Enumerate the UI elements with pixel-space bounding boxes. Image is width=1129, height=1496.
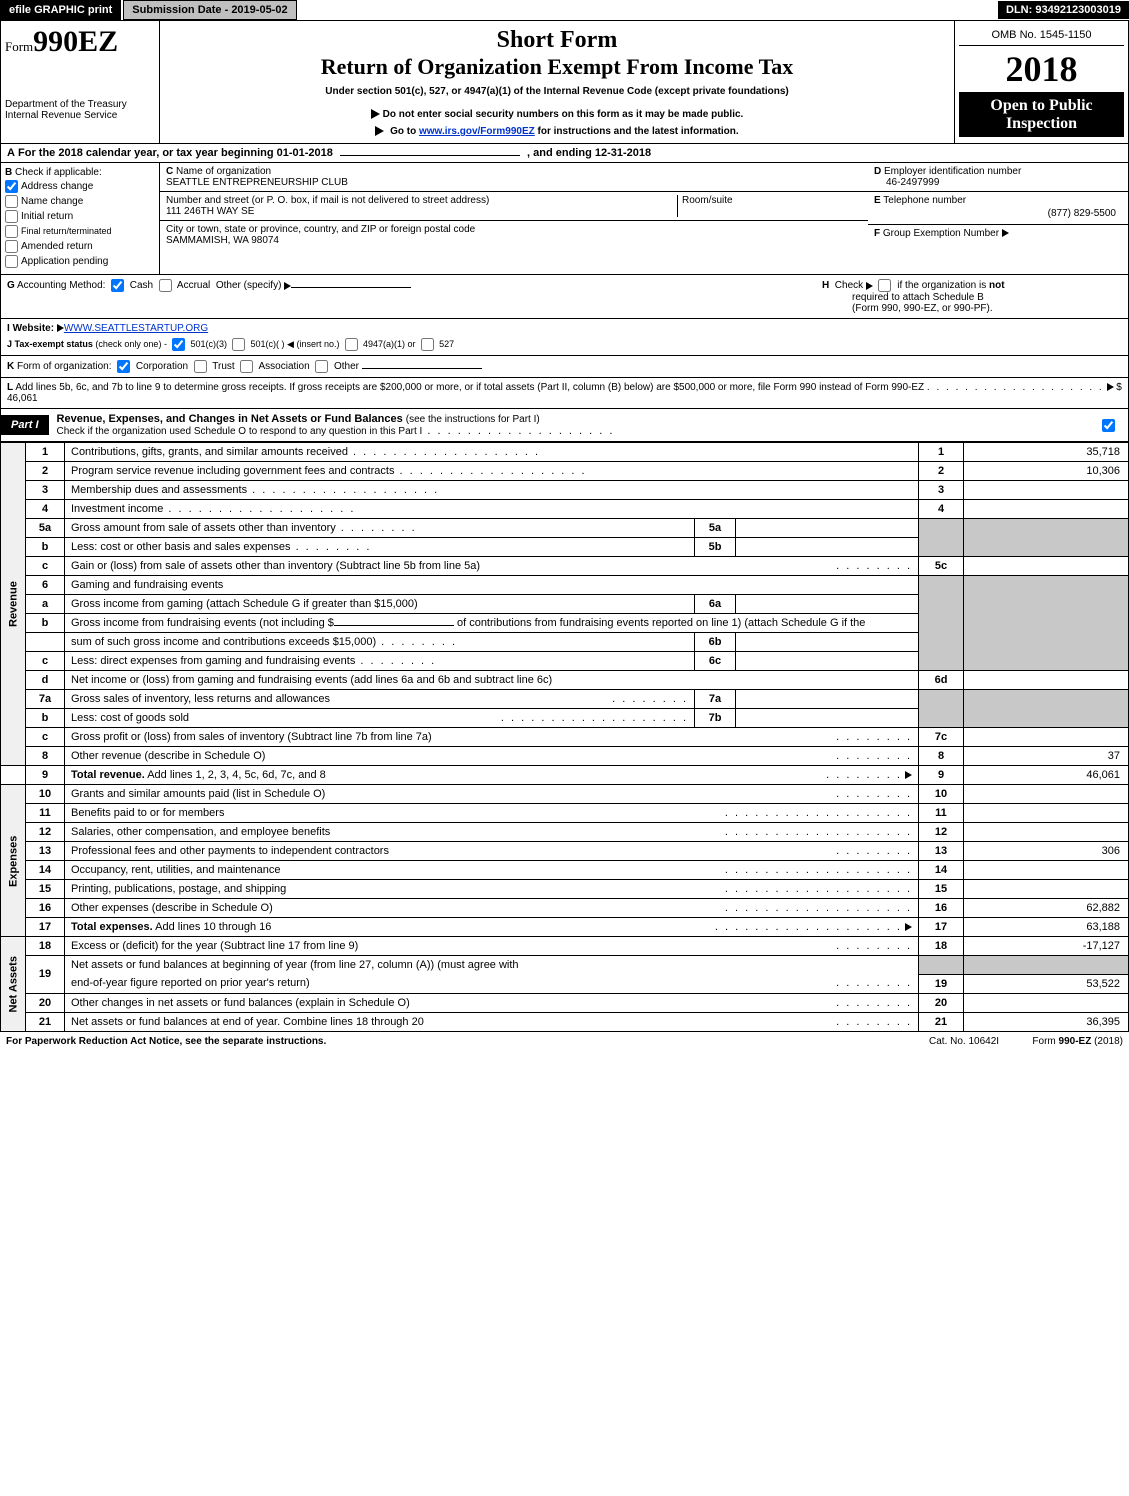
row-L: L Add lines 5b, 6c, and 7b to line 9 to … bbox=[0, 378, 1129, 409]
footer-left: For Paperwork Reduction Act Notice, see … bbox=[6, 1036, 326, 1047]
chk-schedule-o[interactable] bbox=[1102, 419, 1115, 432]
form-prefix: Form bbox=[5, 39, 33, 54]
col-B: B Check if applicable: Address change Na… bbox=[1, 163, 160, 274]
cat-no: Cat. No. 10642I bbox=[929, 1036, 999, 1047]
col-DEF: D Employer identification number 46-2497… bbox=[868, 163, 1128, 274]
row-A: A For the 2018 calendar year, or tax yea… bbox=[0, 144, 1129, 163]
chk-final-return[interactable]: Final return/terminated bbox=[5, 225, 155, 238]
open-to-public: Open to Public Inspection bbox=[959, 93, 1124, 137]
goto-text: Go to www.irs.gov/Form990EZ for instruct… bbox=[166, 126, 948, 137]
line1-value: 35,718 bbox=[964, 443, 1129, 462]
org-name: SEATTLE ENTREPRENEURSHIP CLUB bbox=[166, 177, 348, 188]
chk-app-pending[interactable]: Application pending bbox=[5, 255, 155, 268]
sidelabel-revenue: Revenue bbox=[1, 443, 26, 766]
submission-date-label: Submission Date - 2019-05-02 bbox=[123, 0, 296, 20]
chk-address-change[interactable]: Address change bbox=[5, 180, 155, 193]
line15-value bbox=[964, 880, 1129, 899]
dept-treasury: Department of the Treasury bbox=[5, 99, 155, 110]
line6d-value bbox=[964, 671, 1129, 690]
line12-value bbox=[964, 823, 1129, 842]
arrow-icon bbox=[1002, 229, 1009, 237]
line14-value bbox=[964, 861, 1129, 880]
irs-link[interactable]: www.irs.gov/Form990EZ bbox=[419, 126, 535, 137]
arrow-icon bbox=[866, 282, 873, 290]
room-suite: Room/suite bbox=[677, 195, 862, 217]
sidelabel-expenses: Expenses bbox=[1, 785, 26, 937]
part1-header: Part I Revenue, Expenses, and Changes in… bbox=[0, 409, 1129, 442]
tax-year: 2018 bbox=[959, 46, 1124, 93]
omb-number: OMB No. 1545-1150 bbox=[959, 25, 1124, 46]
line19-value: 53,522 bbox=[964, 974, 1129, 993]
ein-value: 46-2497999 bbox=[886, 177, 939, 188]
chk-initial-return[interactable]: Initial return bbox=[5, 210, 155, 223]
line4-value bbox=[964, 500, 1129, 519]
line-num: 1 bbox=[26, 443, 65, 462]
part1-title: Revenue, Expenses, and Changes in Net As… bbox=[49, 409, 1102, 441]
form-number: Form990EZ bbox=[5, 25, 155, 59]
row-K: K Form of organization: Corporation Trus… bbox=[0, 356, 1129, 378]
short-form-title: Short Form bbox=[166, 27, 948, 54]
org-address: 111 246TH WAY SE bbox=[166, 206, 254, 217]
line3-value bbox=[964, 481, 1129, 500]
chk-H[interactable] bbox=[878, 279, 891, 292]
line10-value bbox=[964, 785, 1129, 804]
line17-value: 63,188 bbox=[964, 918, 1129, 937]
row-I-J: I Website: WWW.SEATTLESTARTUP.ORG J Tax-… bbox=[0, 319, 1129, 356]
top-toolbar: efile GRAPHIC print Submission Date - 20… bbox=[0, 0, 1129, 20]
arrow-icon bbox=[905, 923, 912, 931]
return-title: Return of Organization Exempt From Incom… bbox=[166, 54, 948, 80]
efile-print-button[interactable]: efile GRAPHIC print bbox=[0, 0, 121, 20]
chk-4947[interactable] bbox=[345, 338, 358, 351]
section-B-F: B Check if applicable: Address change Na… bbox=[0, 163, 1129, 275]
org-city: SAMMAMISH, WA 98074 bbox=[166, 235, 279, 246]
form-ref: Form 990-EZ (2018) bbox=[1032, 1036, 1123, 1047]
row-G-H: G Accounting Method: Cash Accrual Other … bbox=[0, 275, 1129, 319]
under-section-text: Under section 501(c), 527, or 4947(a)(1)… bbox=[166, 86, 948, 97]
line11-value bbox=[964, 804, 1129, 823]
arrow-icon bbox=[1107, 383, 1114, 391]
arrow-icon bbox=[371, 109, 380, 119]
arrow-icon bbox=[375, 126, 384, 136]
sidelabel-netassets: Net Assets bbox=[1, 937, 26, 1032]
website-link[interactable]: WWW.SEATTLESTARTUP.ORG bbox=[64, 323, 208, 334]
form-number-value: 990EZ bbox=[33, 25, 118, 58]
line5c-value bbox=[964, 557, 1129, 576]
part1-label: Part I bbox=[1, 415, 49, 435]
chk-name-change[interactable]: Name change bbox=[5, 195, 155, 208]
arrow-icon bbox=[284, 282, 291, 290]
telephone-value: (877) 829-5500 bbox=[874, 206, 1122, 221]
chk-amended-return[interactable]: Amended return bbox=[5, 240, 155, 253]
line20-value bbox=[964, 993, 1129, 1012]
chk-other[interactable] bbox=[315, 360, 328, 373]
page-footer: For Paperwork Reduction Act Notice, see … bbox=[0, 1032, 1129, 1051]
chk-corp[interactable] bbox=[117, 360, 130, 373]
chk-cash[interactable] bbox=[111, 279, 124, 292]
line18-value: -17,127 bbox=[964, 937, 1129, 956]
chk-501c[interactable] bbox=[232, 338, 245, 351]
irs-label: Internal Revenue Service bbox=[5, 110, 155, 121]
dln-label: DLN: 93492123003019 bbox=[998, 1, 1129, 19]
line9-value: 46,061 bbox=[964, 766, 1129, 785]
chk-accrual[interactable] bbox=[159, 279, 172, 292]
line16-value: 62,882 bbox=[964, 899, 1129, 918]
part1-table: Revenue 1 Contributions, gifts, grants, … bbox=[0, 442, 1129, 1032]
donot-text: Do not enter social security numbers on … bbox=[166, 109, 948, 120]
chk-trust[interactable] bbox=[194, 360, 207, 373]
line2-value: 10,306 bbox=[964, 462, 1129, 481]
line7c-value bbox=[964, 728, 1129, 747]
chk-assoc[interactable] bbox=[240, 360, 253, 373]
col-C: C Name of organization SEATTLE ENTREPREN… bbox=[160, 163, 868, 274]
line8-value: 37 bbox=[964, 747, 1129, 766]
arrow-icon bbox=[905, 771, 912, 779]
chk-527[interactable] bbox=[421, 338, 434, 351]
form-header: Form990EZ Department of the Treasury Int… bbox=[0, 20, 1129, 144]
chk-501c3[interactable] bbox=[172, 338, 185, 351]
arrow-icon bbox=[57, 324, 64, 332]
line21-value: 36,395 bbox=[964, 1012, 1129, 1031]
line13-value: 306 bbox=[964, 842, 1129, 861]
